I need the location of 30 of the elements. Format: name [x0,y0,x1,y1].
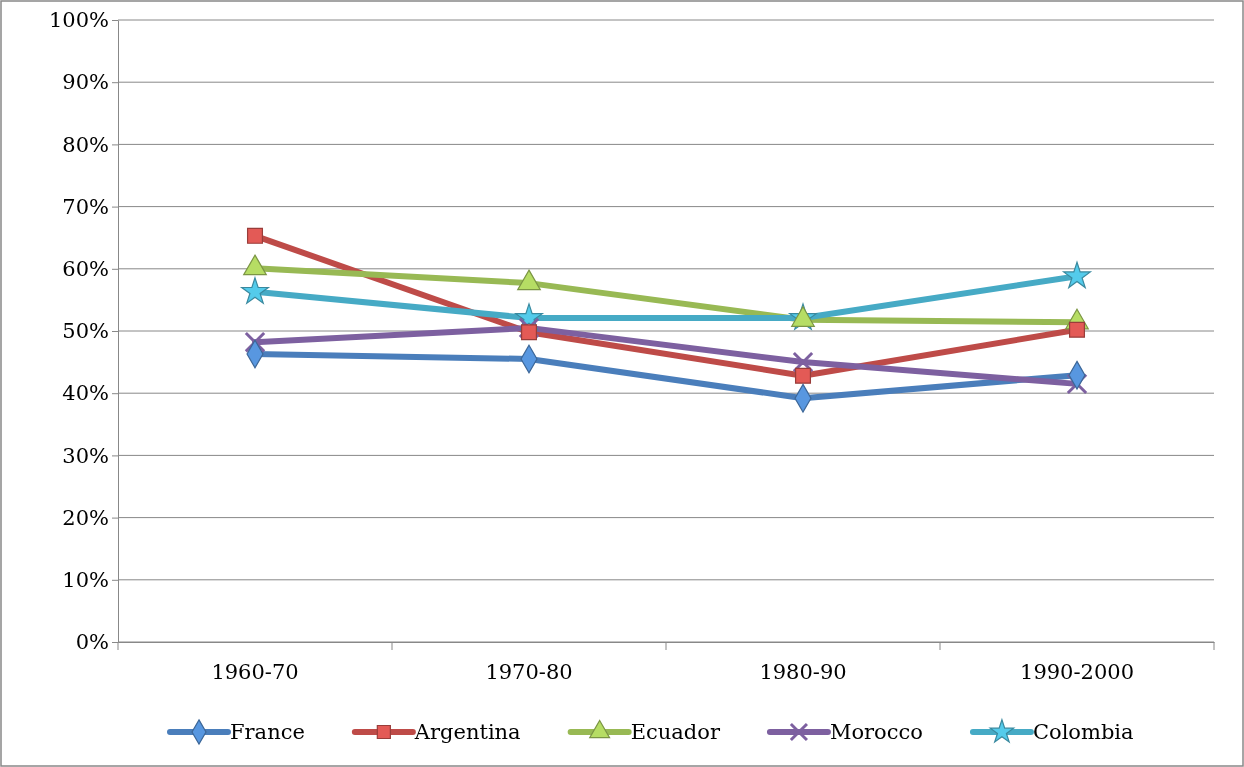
y-tick-label: 40% [62,381,109,406]
legend-label: France [230,720,305,745]
point [246,227,264,244]
y-tick-label: 50% [62,319,109,344]
legend-label: Argentina [413,720,521,745]
legend-label: Colombia [1032,720,1134,745]
point [241,277,269,304]
point [518,317,540,339]
point [517,269,541,291]
legend-label: Ecuador [630,720,721,745]
y-tick-label: 30% [62,443,109,468]
point [792,351,814,373]
x-tick-label: 1980-90 [759,659,847,684]
point [794,367,812,384]
y-tick-label: 100% [48,8,109,33]
y-tick-label: 60% [62,257,109,282]
y-tick-label: 10% [62,568,109,593]
y-tick-label: 80% [62,132,109,157]
y-tick-label: 0% [75,630,109,655]
y-tick-label: 90% [62,70,109,95]
point [520,324,538,341]
x-tick-label: 1990-2000 [1020,659,1134,684]
point [1063,261,1091,289]
y-tick-label: 70% [62,194,109,219]
point [1068,321,1086,338]
legend-label: Morocco [829,720,923,745]
x-tick-label: 1970-80 [485,659,573,684]
x-tick-label: 1960-70 [211,659,299,684]
point [243,254,267,276]
y-tick-label: 20% [62,505,109,530]
